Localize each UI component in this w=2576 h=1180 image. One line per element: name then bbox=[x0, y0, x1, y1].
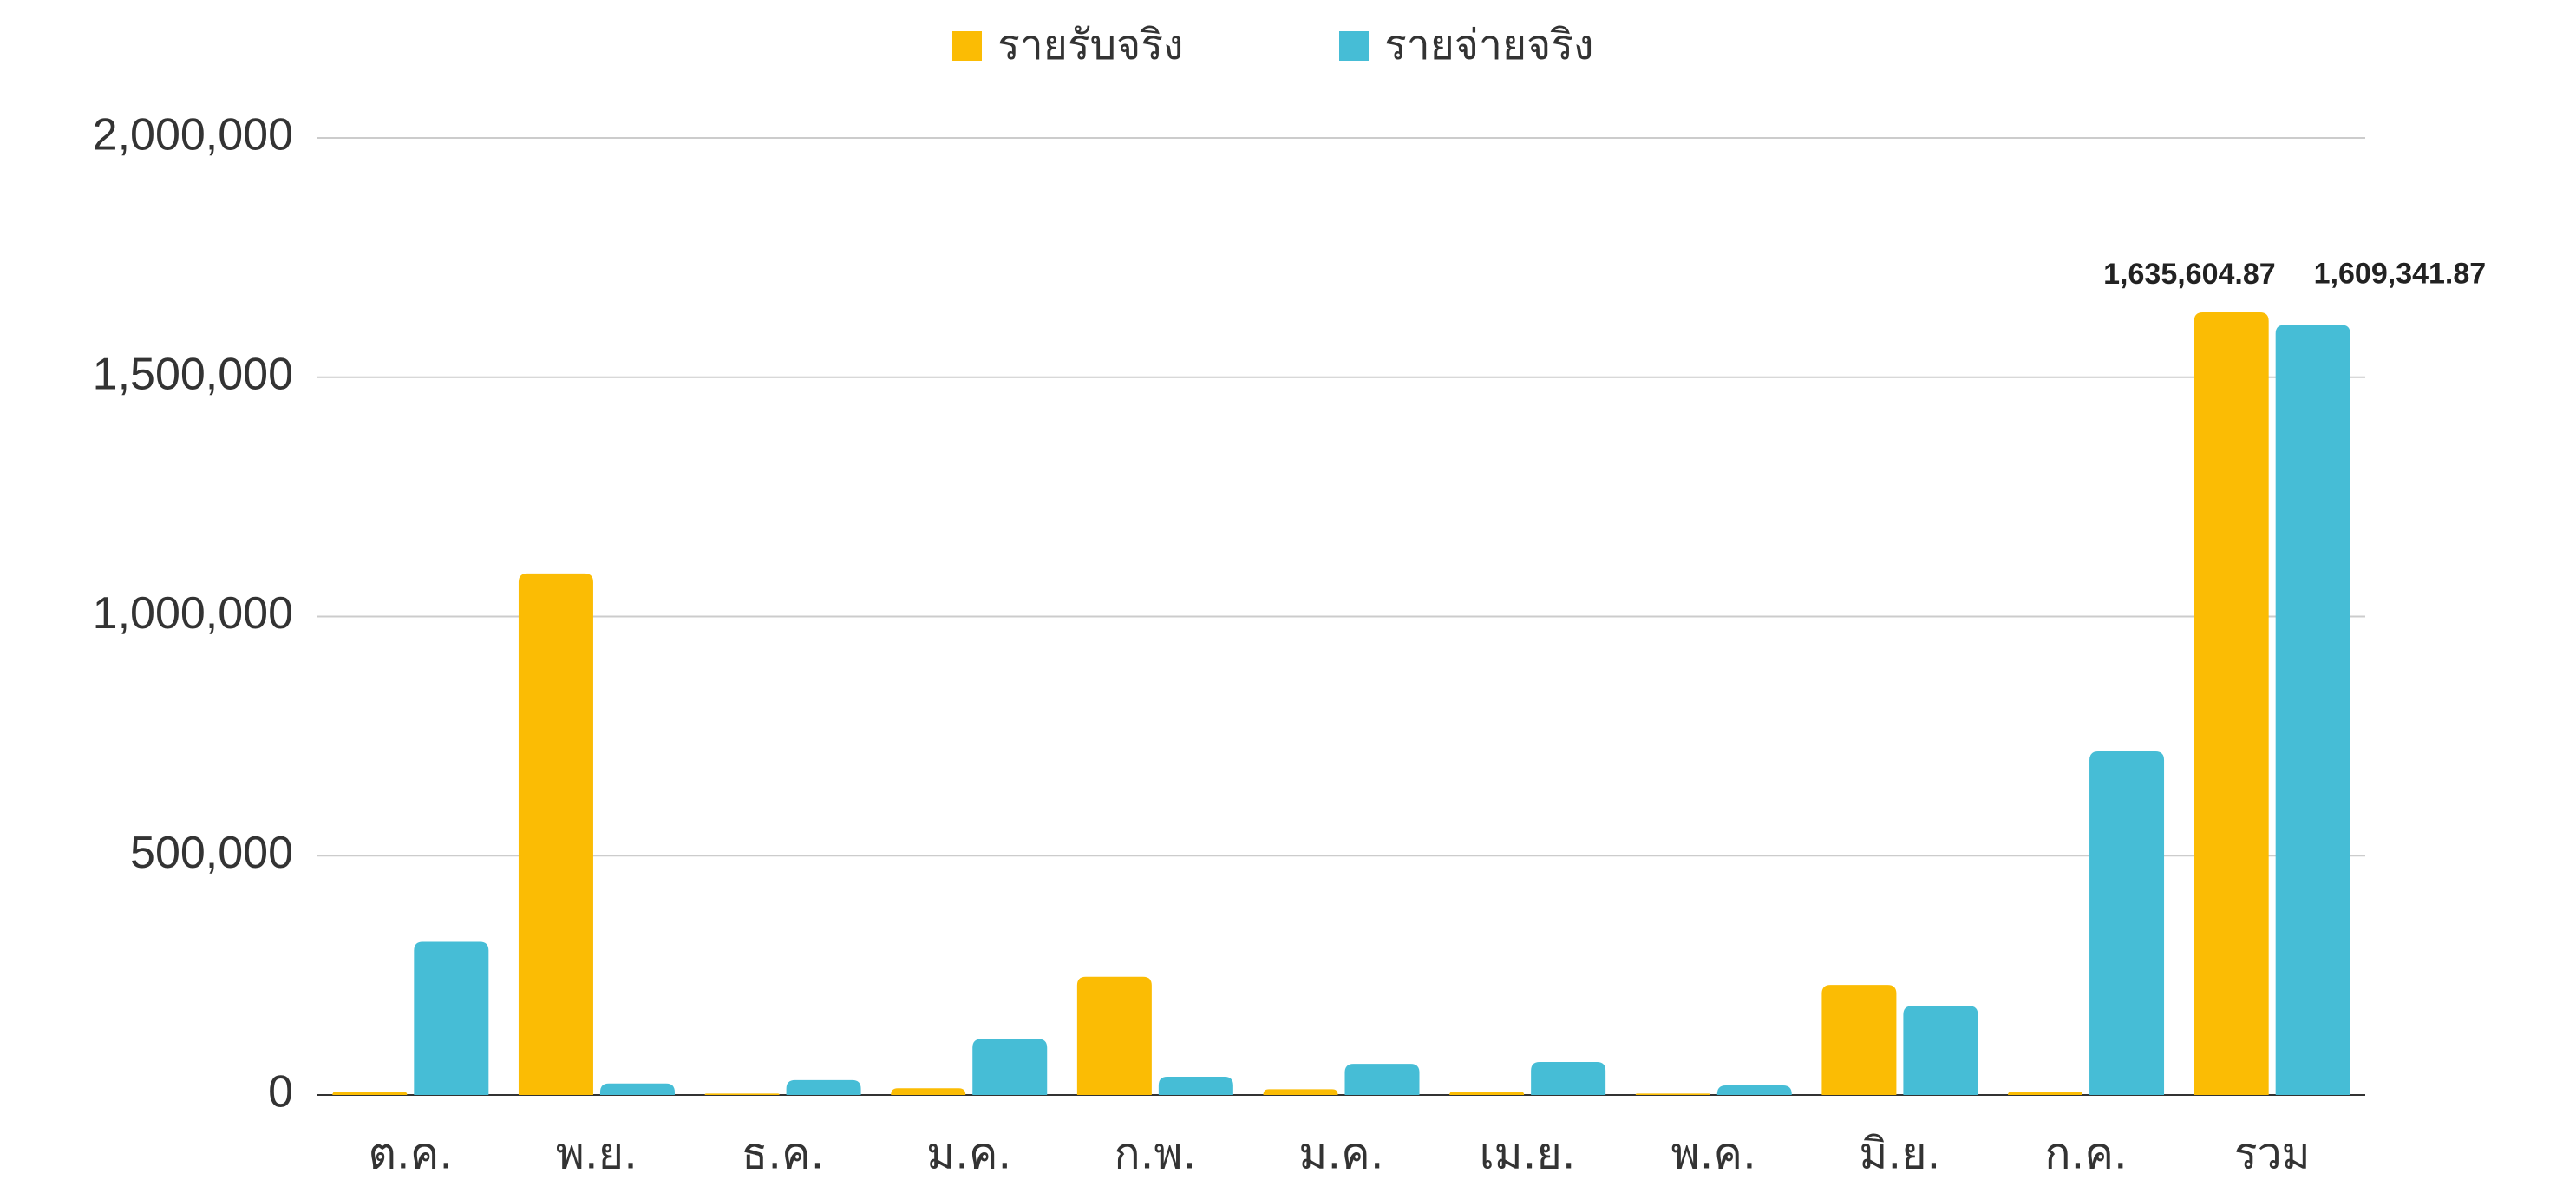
bar bbox=[2275, 324, 2350, 1095]
bar bbox=[1531, 1061, 1606, 1095]
y-tick-label: 1,500,000 bbox=[93, 349, 293, 399]
value-label: 1,609,341.87 bbox=[2314, 257, 2487, 290]
x-tick-label: ก.ค. bbox=[2044, 1129, 2128, 1179]
y-tick-label: 2,000,000 bbox=[93, 110, 293, 161]
legend-label: รายจ่ายจริง bbox=[1384, 21, 1593, 69]
legend-swatch bbox=[1339, 31, 1369, 61]
bar bbox=[786, 1079, 861, 1095]
x-tick-label: ต.ค. bbox=[368, 1129, 453, 1179]
bar bbox=[1821, 985, 1897, 1095]
bar bbox=[599, 1083, 675, 1095]
bar bbox=[518, 573, 593, 1095]
bar bbox=[1903, 1006, 1978, 1095]
bar bbox=[2008, 1092, 2083, 1095]
bar bbox=[1076, 976, 1152, 1095]
bar bbox=[1263, 1089, 1338, 1095]
x-tick-label: ม.ค. bbox=[926, 1129, 1011, 1179]
bar bbox=[1716, 1085, 1792, 1095]
bar bbox=[2089, 751, 2165, 1095]
x-tick-label: รวม bbox=[2234, 1129, 2311, 1179]
x-tick-label: มิ.ย. bbox=[1859, 1129, 1940, 1179]
legend-swatch bbox=[952, 31, 982, 61]
bar bbox=[2194, 311, 2269, 1095]
x-tick-label: พ.ย. bbox=[556, 1129, 637, 1179]
bar bbox=[1344, 1064, 1420, 1095]
x-tick-label: พ.ค. bbox=[1671, 1129, 1756, 1179]
legend-label: รายรับจริง bbox=[997, 21, 1183, 69]
y-tick-label: 0 bbox=[268, 1067, 293, 1118]
bar bbox=[332, 1092, 408, 1095]
y-tick-label: 1,000,000 bbox=[93, 588, 293, 639]
bar bbox=[1449, 1092, 1525, 1095]
bar bbox=[414, 941, 489, 1095]
x-tick-label: ม.ค. bbox=[1298, 1129, 1383, 1179]
x-tick-label: ธ.ค. bbox=[742, 1129, 825, 1179]
bar bbox=[704, 1093, 780, 1095]
bar bbox=[1158, 1077, 1233, 1095]
value-label: 1,635,604.87 bbox=[2103, 258, 2276, 291]
bar bbox=[1635, 1093, 1710, 1095]
y-tick-label: 500,000 bbox=[130, 828, 293, 878]
x-tick-label: เม.ย. bbox=[1480, 1129, 1576, 1179]
bar bbox=[972, 1039, 1048, 1095]
bar bbox=[891, 1088, 966, 1095]
x-tick-label: ก.พ. bbox=[1114, 1129, 1196, 1179]
